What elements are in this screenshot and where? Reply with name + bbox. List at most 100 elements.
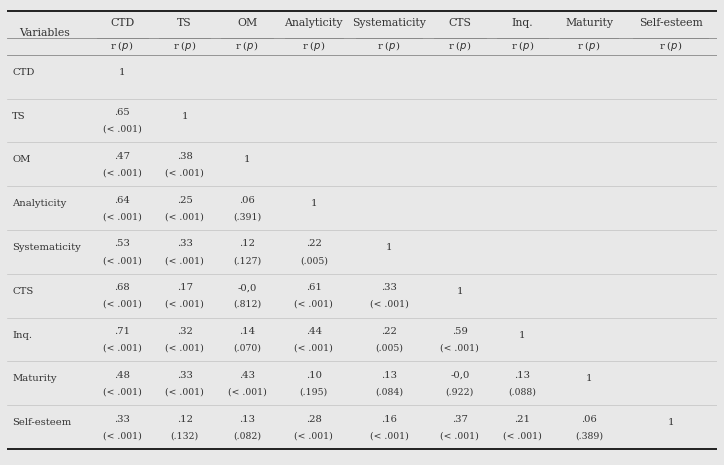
Text: 1: 1: [182, 112, 188, 120]
Text: .48: .48: [114, 371, 130, 380]
Text: TS: TS: [12, 112, 26, 120]
Text: .44: .44: [306, 327, 321, 336]
Text: Maturity: Maturity: [12, 374, 56, 383]
Text: (.070): (.070): [233, 344, 261, 353]
Text: CTS: CTS: [12, 287, 33, 296]
Text: OM: OM: [12, 155, 30, 165]
Text: .13: .13: [381, 371, 397, 380]
Text: Inq.: Inq.: [12, 331, 32, 339]
Text: .68: .68: [114, 283, 130, 292]
Text: .65: .65: [114, 108, 130, 117]
Text: (< .001): (< .001): [369, 432, 408, 440]
Text: OM: OM: [237, 18, 257, 28]
Text: .38: .38: [177, 152, 193, 161]
Text: (< .001): (< .001): [227, 387, 266, 397]
Text: 1: 1: [119, 68, 125, 77]
Text: 1: 1: [519, 331, 526, 339]
Text: (< .001): (< .001): [165, 213, 204, 221]
Text: (.132): (.132): [170, 432, 199, 440]
Text: 1: 1: [311, 199, 317, 208]
Text: .12: .12: [239, 239, 255, 248]
Text: (.084): (.084): [375, 387, 403, 397]
Text: (.127): (.127): [233, 256, 261, 265]
Text: .22: .22: [381, 327, 397, 336]
Text: .43: .43: [239, 371, 255, 380]
Text: .33: .33: [177, 239, 193, 248]
Text: (< .001): (< .001): [103, 344, 142, 353]
Text: .33: .33: [381, 283, 397, 292]
Text: r ($\it{p}$): r ($\it{p}$): [235, 40, 258, 53]
Text: (< .001): (< .001): [165, 256, 204, 265]
Text: (.005): (.005): [300, 256, 328, 265]
Text: (< .001): (< .001): [165, 300, 204, 309]
Text: Variables: Variables: [20, 28, 70, 38]
Text: (.088): (.088): [508, 387, 536, 397]
Text: Inq.: Inq.: [512, 18, 533, 28]
Text: (< .001): (< .001): [165, 387, 204, 397]
Text: 1: 1: [244, 155, 251, 165]
Text: .25: .25: [177, 196, 193, 205]
Text: .71: .71: [114, 327, 130, 336]
Text: (< .001): (< .001): [103, 168, 142, 178]
Text: (< .001): (< .001): [295, 344, 333, 353]
Text: .59: .59: [452, 327, 468, 336]
Text: (.195): (.195): [300, 387, 328, 397]
Text: (< .001): (< .001): [440, 344, 479, 353]
Text: .06: .06: [581, 415, 597, 424]
Text: CTD: CTD: [12, 68, 35, 77]
Text: .13: .13: [239, 415, 255, 424]
Text: .33: .33: [177, 371, 193, 380]
Text: .14: .14: [239, 327, 255, 336]
Text: (.005): (.005): [375, 344, 403, 353]
Text: Self-esteem: Self-esteem: [639, 18, 702, 28]
Text: .61: .61: [306, 283, 321, 292]
Text: r ($\it{p}$): r ($\it{p}$): [510, 40, 534, 53]
Text: (.389): (.389): [575, 432, 603, 440]
Text: (< .001): (< .001): [103, 256, 142, 265]
Text: .10: .10: [306, 371, 321, 380]
Text: TS: TS: [177, 18, 192, 28]
Text: r ($\it{p}$): r ($\it{p}$): [173, 40, 196, 53]
Text: -0,0: -0,0: [237, 283, 257, 292]
Text: (< .001): (< .001): [103, 213, 142, 221]
Text: r ($\it{p}$): r ($\it{p}$): [377, 40, 400, 53]
Text: .13: .13: [514, 371, 531, 380]
Text: Self-esteem: Self-esteem: [12, 418, 72, 427]
Text: r ($\it{p}$): r ($\it{p}$): [448, 40, 471, 53]
Text: (< .001): (< .001): [440, 432, 479, 440]
Text: (.391): (.391): [233, 213, 261, 221]
Text: CTD: CTD: [110, 18, 135, 28]
Text: 1: 1: [386, 243, 392, 252]
Text: 1: 1: [457, 287, 463, 296]
Text: r ($\it{p}$): r ($\it{p}$): [111, 40, 134, 53]
Text: Maturity: Maturity: [565, 18, 613, 28]
Text: (.812): (.812): [233, 300, 261, 309]
Text: Analyticity: Analyticity: [12, 199, 67, 208]
Text: (.082): (.082): [233, 432, 261, 440]
Text: .17: .17: [177, 283, 193, 292]
Text: .06: .06: [239, 196, 255, 205]
Text: (< .001): (< .001): [165, 168, 204, 178]
Text: .21: .21: [514, 415, 531, 424]
Text: (< .001): (< .001): [295, 432, 333, 440]
Text: CTS: CTS: [448, 18, 471, 28]
Text: Analyticity: Analyticity: [285, 18, 343, 28]
Text: r ($\it{p}$): r ($\it{p}$): [659, 40, 682, 53]
Text: (< .001): (< .001): [103, 125, 142, 134]
Text: Systematicity: Systematicity: [12, 243, 81, 252]
Text: .22: .22: [306, 239, 321, 248]
Text: 1: 1: [668, 418, 674, 427]
Text: .16: .16: [381, 415, 397, 424]
Text: .53: .53: [114, 239, 130, 248]
Text: .47: .47: [114, 152, 130, 161]
Text: (< .001): (< .001): [369, 300, 408, 309]
Text: 1: 1: [586, 374, 592, 383]
Text: .32: .32: [177, 327, 193, 336]
Text: (< .001): (< .001): [165, 344, 204, 353]
Text: (< .001): (< .001): [103, 387, 142, 397]
Text: (< .001): (< .001): [103, 300, 142, 309]
Text: -0,0: -0,0: [450, 371, 470, 380]
Text: .37: .37: [452, 415, 468, 424]
Text: r ($\it{p}$): r ($\it{p}$): [577, 40, 601, 53]
Text: (< .001): (< .001): [295, 300, 333, 309]
